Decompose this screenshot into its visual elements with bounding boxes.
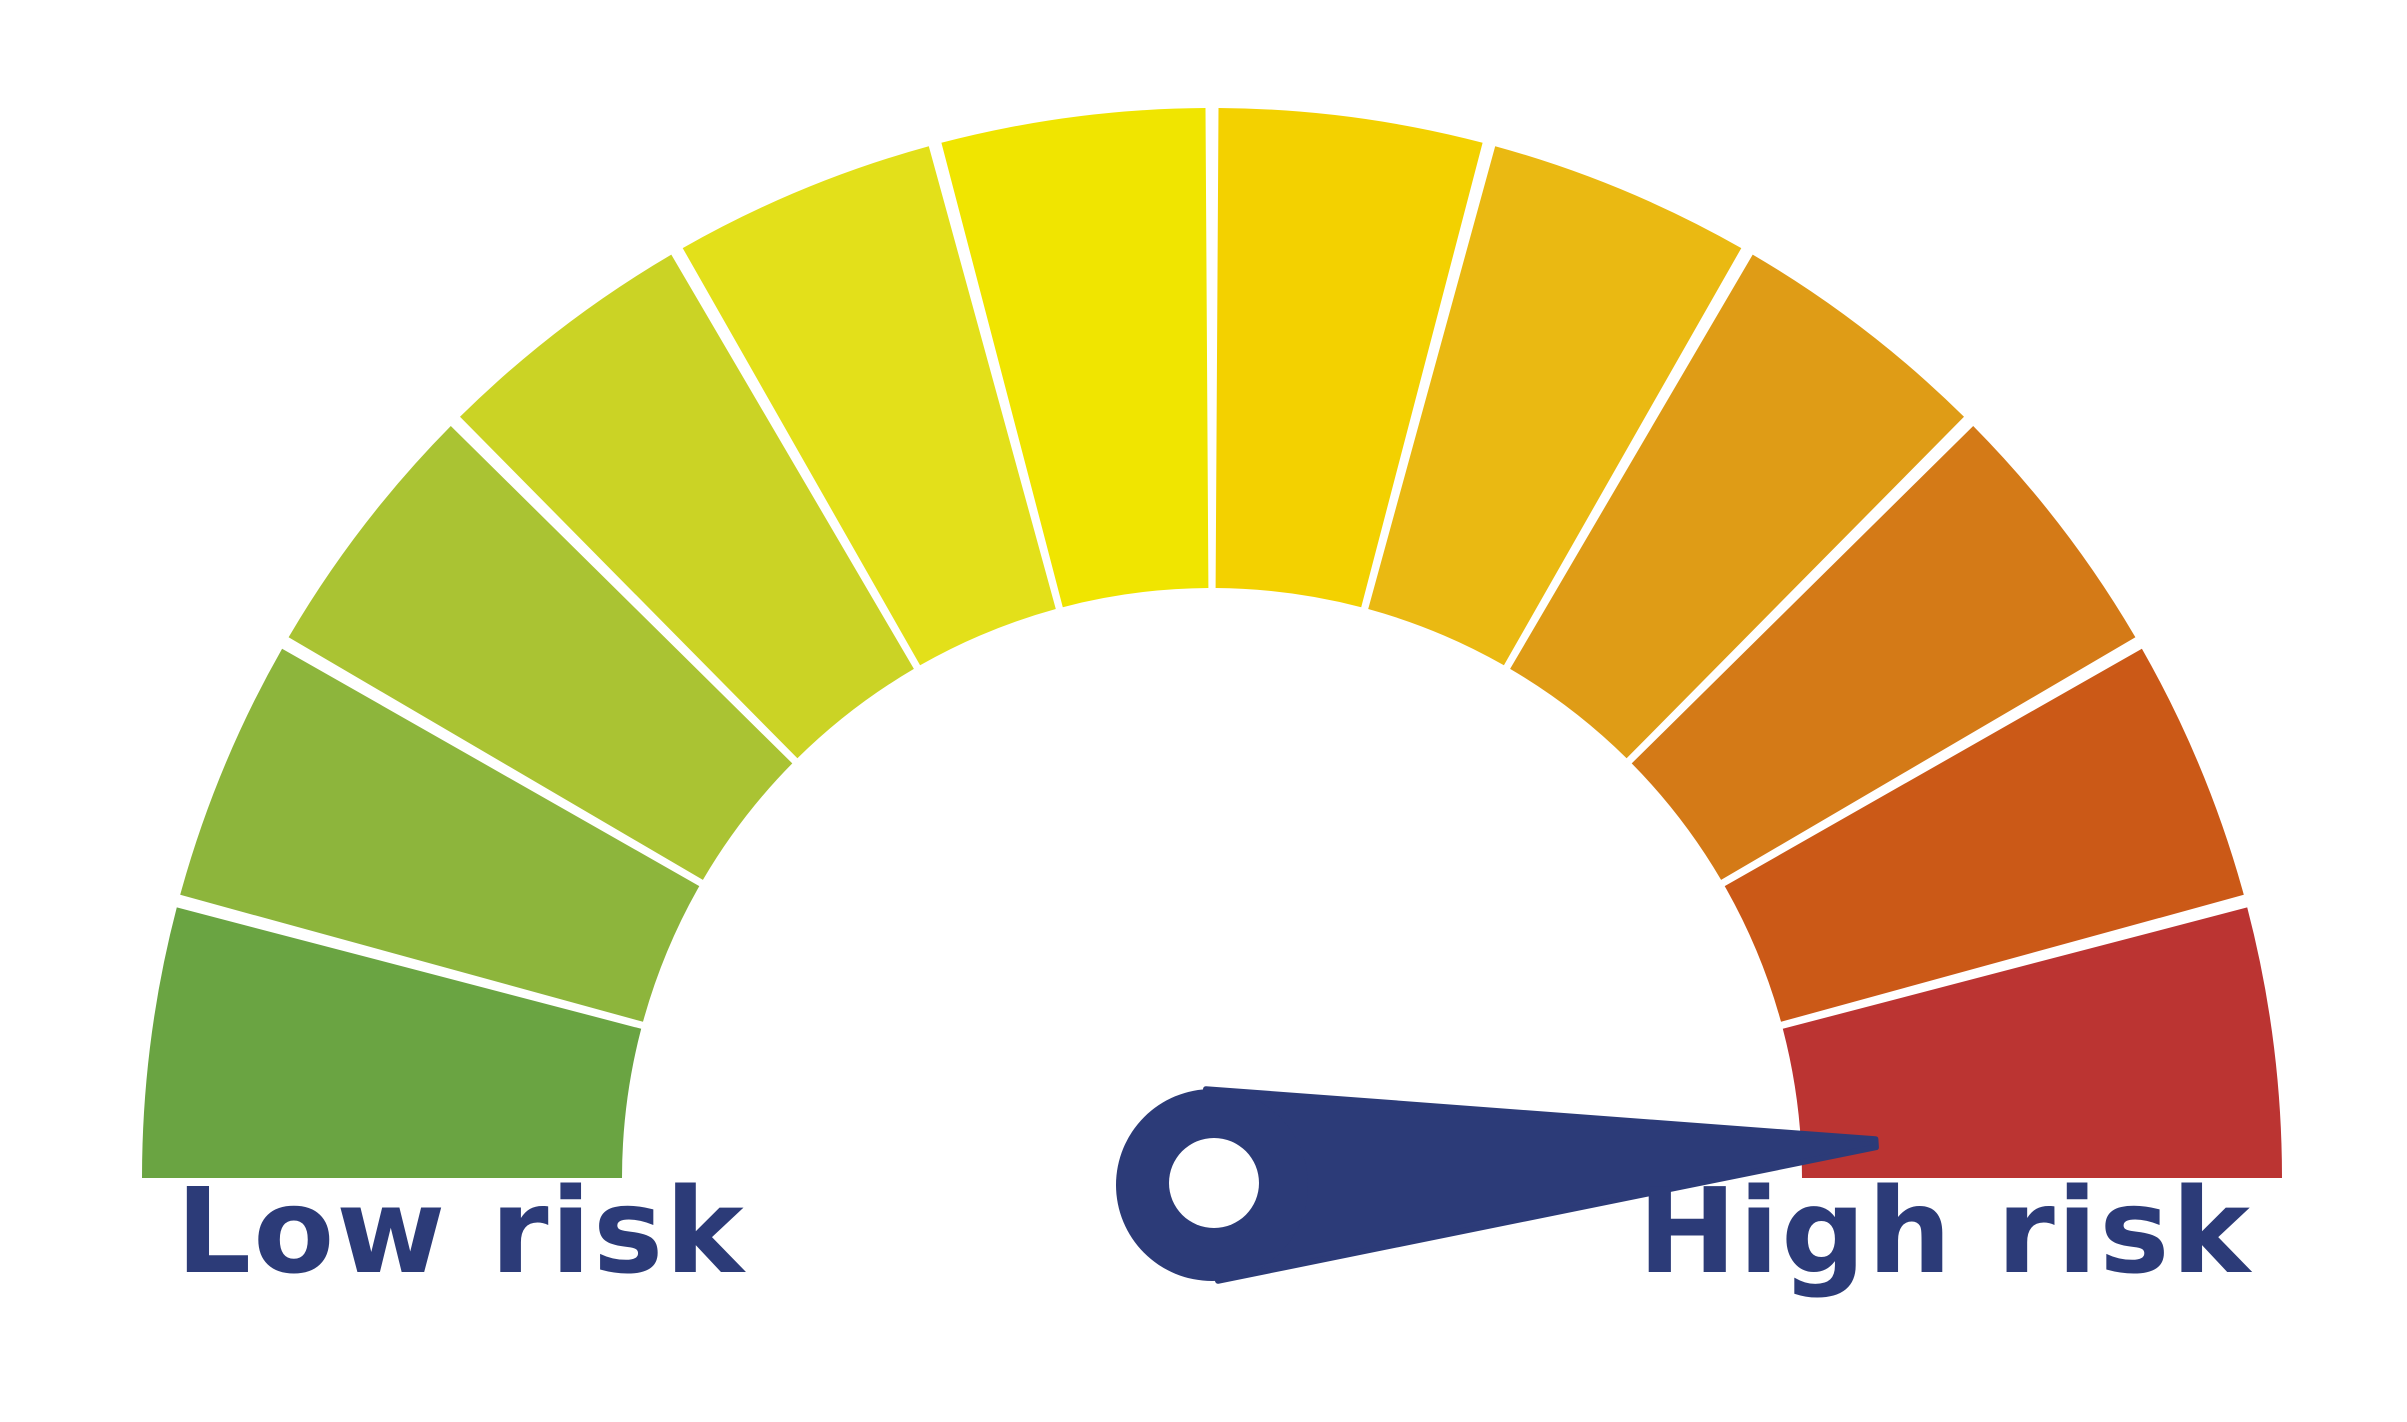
- needle-hub-hole: [1169, 1138, 1259, 1228]
- gauge-segment-2: [180, 648, 700, 1022]
- gauge-segment-1: [142, 907, 642, 1178]
- gauge-segments: [142, 108, 2282, 1178]
- gauge-segment-10: [1631, 426, 2136, 880]
- gauge-segment-12: [1782, 907, 2282, 1178]
- gauge-segment-6: [941, 108, 1209, 608]
- gauge-segment-3: [288, 426, 793, 880]
- gauge-segment-5: [682, 146, 1056, 666]
- high-risk-label: High risk: [1637, 1162, 2252, 1300]
- gauge-segment-9: [1510, 254, 1964, 759]
- low-risk-label: Low risk: [176, 1162, 746, 1300]
- gauge-segment-7: [1215, 108, 1483, 608]
- gauge-segment-11: [1724, 648, 2244, 1022]
- gauge-segment-4: [460, 254, 914, 759]
- gauge-needle: [1116, 1086, 1879, 1284]
- gauge-segment-8: [1368, 146, 1742, 666]
